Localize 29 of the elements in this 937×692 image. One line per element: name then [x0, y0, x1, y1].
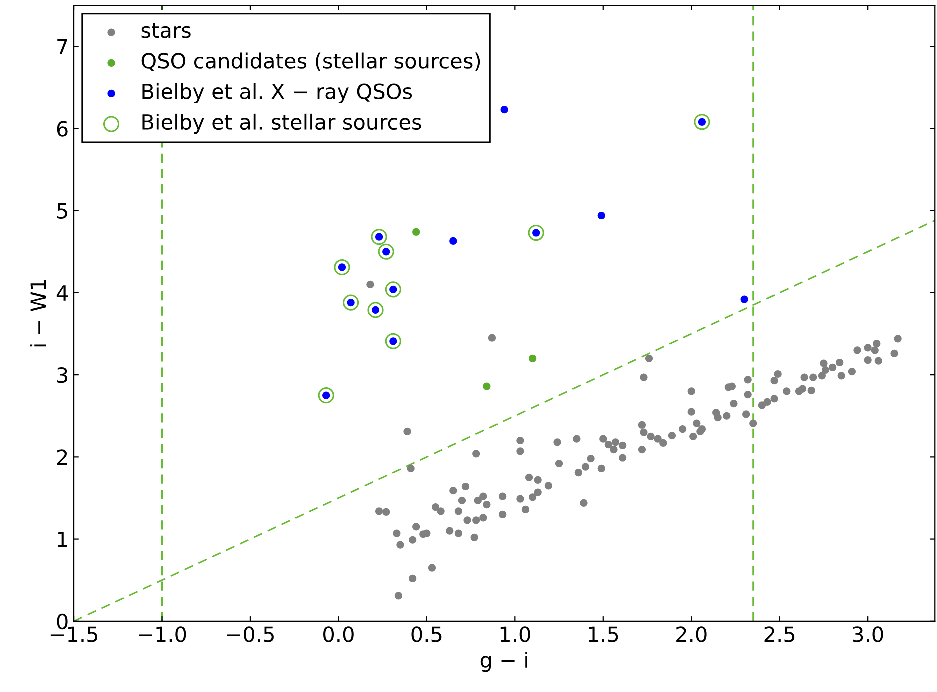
- point: [598, 212, 606, 220]
- x-tick-label: 2.0: [676, 626, 707, 642]
- legend-label: stars: [142, 23, 191, 38]
- point: [529, 354, 537, 362]
- point: [412, 228, 420, 236]
- y-axis-title: i − W1: [30, 280, 46, 347]
- x-tick-label: −1.0: [139, 626, 186, 642]
- y-tick-label: 3: [57, 368, 68, 384]
- x-axis-title: g − i: [480, 652, 528, 672]
- point: [500, 106, 508, 114]
- x-tick-label: 2.5: [764, 626, 795, 642]
- x-tick-label: 0.0: [324, 626, 354, 642]
- point: [483, 382, 491, 390]
- legend-label: Bielby et al. stellar sources: [142, 114, 422, 134]
- point: [450, 237, 458, 246]
- y-tick-label: 6: [57, 121, 68, 137]
- x-tick-label: −0.5: [227, 626, 274, 642]
- x-tick-label: 0.5: [412, 626, 442, 642]
- legend-label: Bielby et al. X − ray QSOs: [142, 83, 412, 104]
- y-tick-label: 4: [56, 286, 68, 301]
- y-tick-label: 5: [58, 204, 68, 220]
- y-tick-label: 2: [57, 450, 68, 466]
- point: [740, 296, 748, 304]
- x-tick-label: 3.0: [853, 626, 884, 642]
- x-tick-label: 1.5: [589, 626, 618, 642]
- y-tick-label: 1: [58, 532, 68, 548]
- x-tick-label: 1.0: [500, 626, 530, 642]
- legend-label: QSO candidates (stellar sources): [142, 52, 480, 72]
- y-tick-label: 7: [58, 39, 68, 55]
